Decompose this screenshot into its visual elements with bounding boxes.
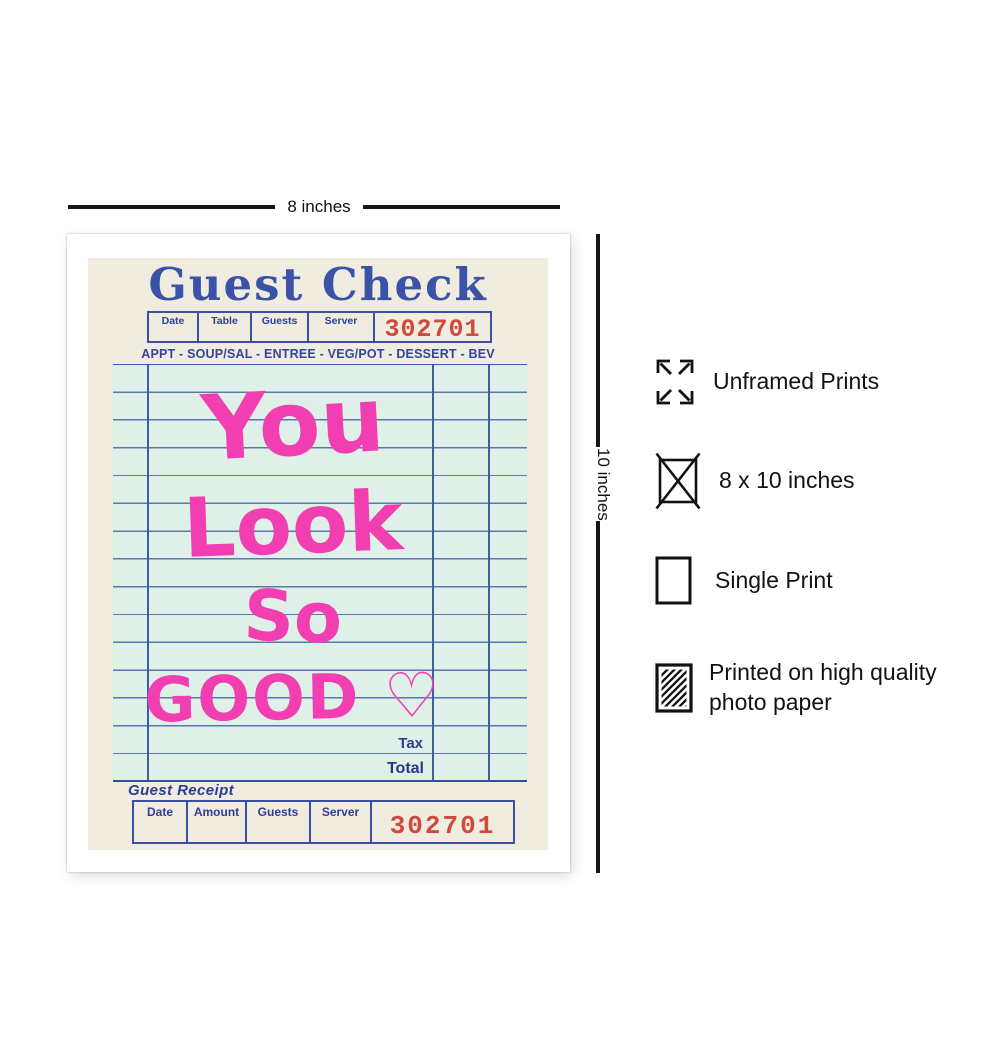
guest-check-paper: Guest Check Date Table Guests Server 302… bbox=[88, 258, 548, 850]
receipt-number-stamp: 302701 bbox=[389, 811, 496, 841]
feature-label: Single Print bbox=[715, 566, 833, 593]
hatched-paper-icon bbox=[655, 663, 693, 713]
dimension-line-bottom bbox=[596, 521, 600, 873]
receipt-cell-guests: Guests bbox=[247, 802, 311, 842]
check-number-stamp: 302701 bbox=[384, 315, 481, 344]
expand-arrows-icon bbox=[655, 358, 695, 406]
single-box-icon bbox=[655, 556, 692, 605]
header-cell-date: Date bbox=[149, 313, 199, 341]
guest-check-header-table: Date Table Guests Server 302701 bbox=[147, 311, 492, 343]
receipt-cell-amount: Amount bbox=[188, 802, 247, 842]
feature-single-print: Single Print bbox=[655, 556, 833, 605]
message-line-1: You bbox=[198, 367, 388, 482]
width-dimension-label: 8 inches bbox=[287, 197, 351, 216]
receipt-cell-date: Date bbox=[134, 802, 188, 842]
receipt-cell-number: 302701 bbox=[372, 802, 513, 842]
header-cell-table: Table bbox=[199, 313, 252, 341]
rule-line-price-1 bbox=[432, 365, 434, 780]
guest-receipt-title: Guest Receipt bbox=[128, 782, 235, 799]
feature-photo-paper: Printed on high quality photo paper bbox=[655, 658, 944, 718]
receipt-cell-server: Server bbox=[311, 802, 372, 842]
feature-size: 8 x 10 inches bbox=[655, 452, 855, 510]
width-dimension: 8 inches bbox=[68, 197, 560, 216]
total-label: Total bbox=[386, 760, 424, 777]
dimension-line-top bbox=[596, 234, 600, 447]
message-line-4: GOOD ♡ bbox=[143, 658, 443, 737]
dimension-line-left bbox=[68, 205, 275, 209]
feature-unframed-prints: Unframed Prints bbox=[655, 358, 879, 406]
guest-receipt-table: Date Amount Guests Server 302701 bbox=[132, 800, 515, 844]
feature-label: Unframed Prints bbox=[713, 368, 880, 395]
message-line-3: So bbox=[242, 574, 344, 660]
header-cell-number: 302701 bbox=[375, 313, 490, 344]
dimension-line-right bbox=[363, 205, 560, 209]
header-cell-server: Server bbox=[309, 313, 375, 341]
handwritten-message: You Look So GOOD ♡ bbox=[141, 367, 445, 739]
rule-line-price-2 bbox=[488, 365, 490, 780]
tax-label: Tax bbox=[398, 735, 423, 752]
feature-label: 8 x 10 inches bbox=[719, 467, 855, 494]
guest-check-title: Guest Check bbox=[148, 258, 488, 311]
feature-label: Printed on high quality photo paper bbox=[709, 659, 937, 715]
message-line-2: Look bbox=[181, 474, 405, 577]
menu-sections-line: APPT - SOUP/SAL - ENTREE - VEG/POT - DES… bbox=[141, 347, 495, 361]
rule-line-left bbox=[147, 365, 149, 780]
lined-order-area: You Look So GOOD ♡ Tax Total bbox=[113, 364, 527, 782]
header-cell-guests: Guests bbox=[252, 313, 309, 341]
art-print: Guest Check Date Table Guests Server 302… bbox=[67, 234, 570, 872]
height-dimension-label: 10 inches bbox=[594, 447, 613, 521]
crossed-box-icon bbox=[655, 452, 701, 510]
